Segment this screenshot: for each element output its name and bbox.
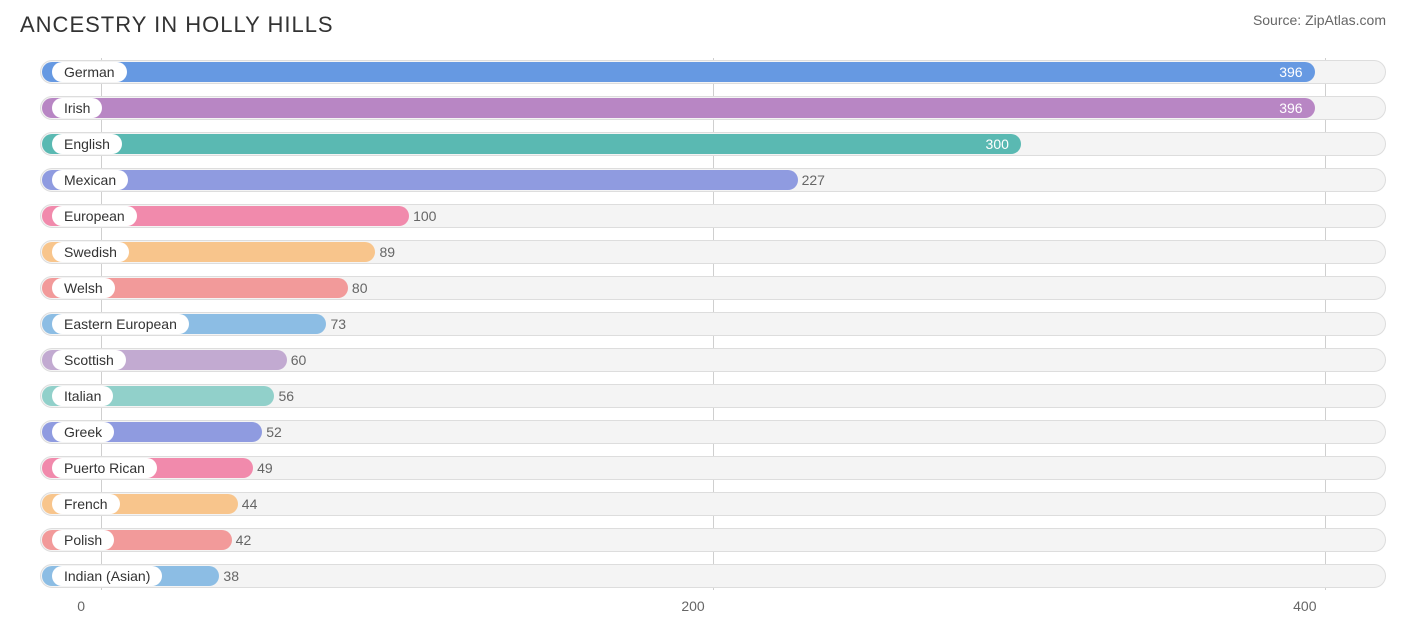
category-label: Greek <box>52 422 114 442</box>
bar-row: Scottish 60 <box>20 346 1386 374</box>
value-label: 56 <box>272 388 294 404</box>
bar-row: Eastern European 73 <box>20 310 1386 338</box>
category-label: Indian (Asian) <box>52 566 162 586</box>
bar-row: Puerto Rican 49 <box>20 454 1386 482</box>
x-tick-label: 400 <box>1293 598 1316 614</box>
category-label: Eastern European <box>52 314 189 334</box>
bar-row: Mexican 227 <box>20 166 1386 194</box>
value-label: 100 <box>407 208 436 224</box>
bar-row: Italian 56 <box>20 382 1386 410</box>
bar-row: Greek 52 <box>20 418 1386 446</box>
chart-source: Source: ZipAtlas.com <box>1253 12 1386 28</box>
category-label: Welsh <box>52 278 115 298</box>
bar-row: Polish 42 <box>20 526 1386 554</box>
value-label: 89 <box>373 244 395 260</box>
value-label: 80 <box>346 280 368 296</box>
bar-track <box>40 564 1386 588</box>
value-label: 60 <box>285 352 307 368</box>
value-label: 42 <box>230 532 252 548</box>
category-label: Italian <box>52 386 113 406</box>
bar-row: Indian (Asian) 38 <box>20 562 1386 590</box>
x-tick-label: 0 <box>77 598 85 614</box>
plot-area: German396 Irish396 English300 Mexican 227 Eur… <box>20 58 1386 590</box>
bar-row: European 100 <box>20 202 1386 230</box>
value-label: 227 <box>796 172 825 188</box>
bar-row: German396 <box>20 58 1386 86</box>
bar <box>42 170 798 190</box>
value-label: 396 <box>40 64 1313 80</box>
value-label: 396 <box>40 100 1313 116</box>
category-label: French <box>52 494 120 514</box>
bar-row: French 44 <box>20 490 1386 518</box>
chart-container: ANCESTRY IN HOLLY HILLS Source: ZipAtlas… <box>0 0 1406 644</box>
chart-header: ANCESTRY IN HOLLY HILLS Source: ZipAtlas… <box>20 12 1386 38</box>
category-label: Puerto Rican <box>52 458 157 478</box>
value-label: 73 <box>324 316 346 332</box>
x-axis: 0 200 400 <box>20 592 1406 622</box>
bar-row: English300 <box>20 130 1386 158</box>
value-label: 49 <box>251 460 273 476</box>
bar-row: Irish396 <box>20 94 1386 122</box>
value-label: 300 <box>40 136 1019 152</box>
value-label: 52 <box>260 424 282 440</box>
chart-title: ANCESTRY IN HOLLY HILLS <box>20 12 334 38</box>
value-label: 38 <box>217 568 239 584</box>
category-label: Scottish <box>52 350 126 370</box>
category-label: Mexican <box>52 170 128 190</box>
category-label: Swedish <box>52 242 129 262</box>
bar-row: Swedish 89 <box>20 238 1386 266</box>
value-label: 44 <box>236 496 258 512</box>
category-label: Polish <box>52 530 114 550</box>
bar-row: Welsh 80 <box>20 274 1386 302</box>
category-label: European <box>52 206 137 226</box>
x-tick-label: 200 <box>681 598 704 614</box>
